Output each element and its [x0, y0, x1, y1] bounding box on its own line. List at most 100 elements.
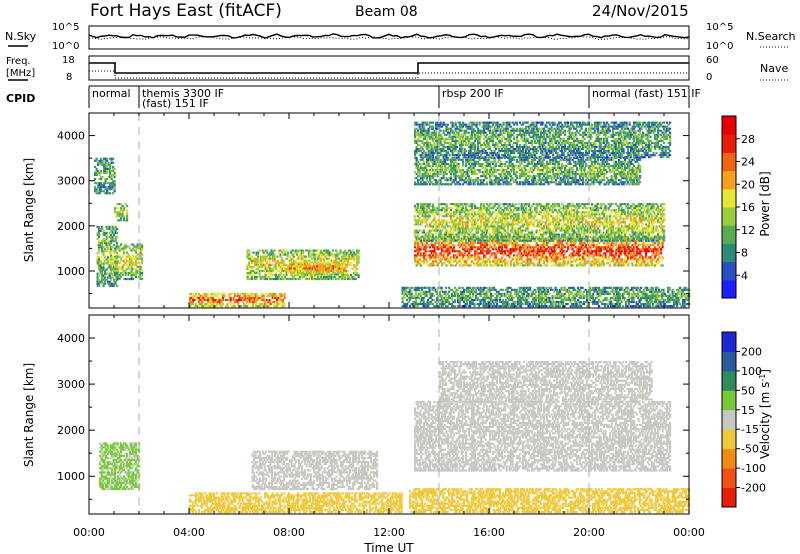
power-cell — [350, 274, 352, 276]
power-cell — [425, 258, 427, 260]
power-cell — [266, 260, 268, 262]
power-cell — [563, 258, 565, 260]
power-cell — [201, 301, 203, 303]
power-cell — [477, 230, 479, 232]
power-cell — [633, 250, 635, 252]
power-cell — [468, 234, 470, 236]
power-cell — [566, 264, 568, 266]
power-cell — [137, 246, 139, 248]
power-cell — [570, 242, 572, 244]
power-cell — [482, 209, 484, 211]
power-cell — [125, 274, 127, 276]
power-cell — [488, 221, 490, 223]
power-cell — [240, 299, 242, 301]
power-cell — [489, 219, 491, 221]
power-cell — [346, 272, 348, 274]
power-cell — [119, 262, 121, 264]
power-cell — [432, 203, 434, 205]
power-cell — [327, 271, 329, 273]
power-cell — [453, 215, 455, 217]
power-cell — [195, 293, 197, 295]
power-cell — [281, 252, 283, 254]
power-cell — [558, 217, 560, 219]
power-cell — [131, 250, 133, 252]
power-cell — [527, 219, 529, 221]
power-cell — [273, 303, 275, 305]
power-cell — [233, 299, 235, 301]
power-cell — [100, 182, 102, 184]
power-cell — [558, 240, 560, 242]
power-cell — [320, 250, 322, 252]
power-cell — [501, 248, 503, 250]
power-cell — [521, 234, 523, 236]
power-cell — [207, 299, 209, 301]
power-cell — [590, 262, 592, 264]
power-cell — [125, 248, 127, 250]
power-cell — [303, 269, 305, 271]
power-cell — [462, 207, 464, 209]
power-cell — [609, 215, 611, 217]
power-cell — [353, 252, 355, 254]
power-cell — [420, 248, 422, 250]
power-cell — [275, 274, 277, 276]
power-cell — [542, 234, 544, 236]
power-cell — [444, 246, 446, 248]
power-cell — [603, 258, 605, 260]
power-cell — [651, 260, 653, 262]
power-cell — [300, 271, 302, 273]
power-cell — [294, 267, 296, 269]
power-cell — [497, 223, 499, 225]
power-cell — [548, 215, 550, 217]
power-cell — [269, 262, 271, 264]
power-cell — [494, 264, 496, 266]
power-cell — [325, 274, 327, 276]
power-cell — [310, 271, 312, 273]
power-cell — [435, 236, 437, 238]
power-cell — [549, 213, 551, 215]
power-cell — [638, 262, 640, 264]
power-cell — [141, 270, 143, 272]
power-cell — [109, 164, 111, 166]
power-cell — [281, 276, 283, 278]
power-cell — [110, 252, 112, 254]
cpid-segment-label: normal — [92, 87, 131, 100]
power-cell — [512, 246, 514, 248]
power-cell — [636, 250, 638, 252]
power-cell — [331, 263, 333, 265]
power-cell — [603, 215, 605, 217]
power-cell — [258, 295, 260, 297]
power-cell — [492, 248, 494, 250]
power-cell — [563, 227, 565, 229]
power-cell — [578, 223, 580, 225]
power-cell — [498, 248, 500, 250]
power-cell — [522, 254, 524, 256]
power-cell — [110, 242, 112, 244]
power-cell — [647, 244, 649, 246]
power-cell — [106, 172, 108, 174]
power-cell — [543, 260, 545, 262]
power-cell — [117, 254, 119, 256]
power-cell — [471, 213, 473, 215]
power-cell — [343, 269, 345, 271]
power-cell — [287, 254, 289, 256]
power-cell — [446, 205, 448, 207]
power-cell — [507, 238, 509, 240]
power-cell — [603, 223, 605, 225]
power-cell — [100, 260, 102, 262]
power-cell — [257, 256, 259, 258]
power-cell — [230, 303, 232, 305]
power-cell — [662, 246, 664, 248]
power-cell — [117, 270, 119, 272]
freq-left-tick-top: 18 — [62, 55, 75, 66]
power-cell — [536, 209, 538, 211]
power-cell — [470, 264, 472, 266]
power-cell — [474, 254, 476, 256]
power-cell — [110, 260, 112, 262]
power-cell — [437, 211, 439, 213]
power-cell — [251, 293, 253, 295]
power-cell — [635, 242, 637, 244]
power-cell — [328, 278, 330, 280]
power-cell — [103, 264, 105, 266]
power-cell — [280, 264, 282, 266]
power-cell — [521, 258, 523, 260]
